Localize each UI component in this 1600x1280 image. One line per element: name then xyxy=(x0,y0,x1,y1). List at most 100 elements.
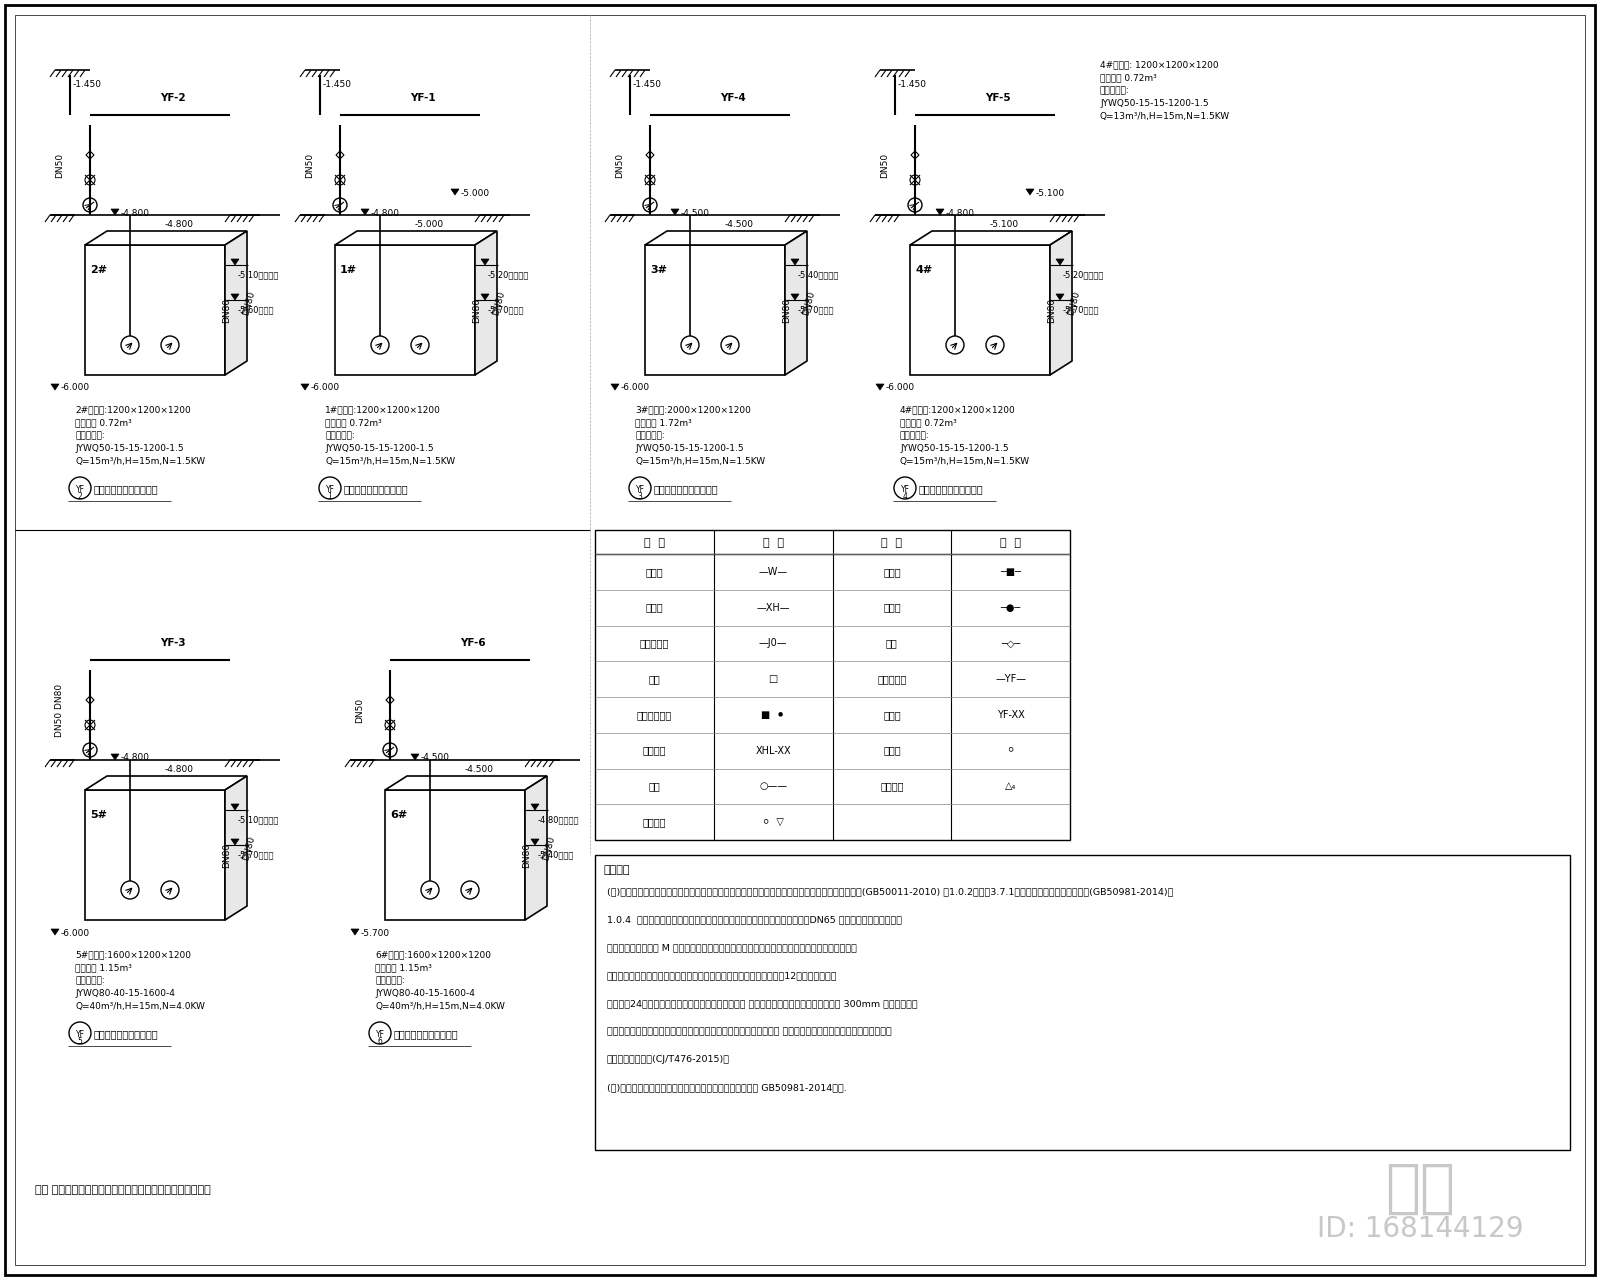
Text: JYWQ80-40-15-1600-4: JYWQ80-40-15-1600-4 xyxy=(374,989,475,998)
Polygon shape xyxy=(110,209,118,215)
Text: 1#集水坑:1200×1200×1200: 1#集水坑:1200×1200×1200 xyxy=(325,404,442,413)
Text: DN80: DN80 xyxy=(242,835,256,861)
Text: DN80: DN80 xyxy=(802,289,816,316)
Text: 自动提升泵:: 自动提升泵: xyxy=(75,975,104,986)
Text: DN80: DN80 xyxy=(491,289,507,316)
Text: YF-2: YF-2 xyxy=(160,93,186,102)
Text: 压力废水排水系统透视图: 压力废水排水系统透视图 xyxy=(94,1029,158,1039)
Text: 6#: 6# xyxy=(390,810,408,820)
Text: 有效容积 0.72m³: 有效容积 0.72m³ xyxy=(899,419,957,428)
Text: 压力表: 压力表 xyxy=(883,746,901,755)
Text: ─●─: ─●─ xyxy=(1000,603,1021,613)
Text: 6#集水坑:1600×1200×1200: 6#集水坑:1600×1200×1200 xyxy=(374,950,491,959)
Polygon shape xyxy=(1050,230,1072,375)
Text: -4.800: -4.800 xyxy=(371,209,400,218)
Text: -4.800: -4.800 xyxy=(946,209,974,218)
Text: DN80: DN80 xyxy=(1067,289,1082,316)
Text: -5.000: -5.000 xyxy=(461,188,490,197)
Text: 业公司设备选型部门分预；建设单位的设备选型应将指标进行招标大小12米，消防机展工: 业公司设备选型部门分预；建设单位的设备选型应将指标进行招标大小12米，消防机展工 xyxy=(606,972,837,980)
Text: -5.70泵坑底: -5.70泵坑底 xyxy=(1062,305,1099,314)
Polygon shape xyxy=(451,189,459,195)
Text: DN80: DN80 xyxy=(782,297,792,323)
Text: —YF—: —YF— xyxy=(995,675,1026,684)
Bar xyxy=(334,244,475,375)
Text: -6.000: -6.000 xyxy=(886,384,915,393)
Text: 5#: 5# xyxy=(90,810,107,820)
Text: YF-4: YF-4 xyxy=(720,93,746,102)
Text: 自动提升泵:: 自动提升泵: xyxy=(635,431,664,440)
Text: 消火支管: 消火支管 xyxy=(643,746,666,755)
Text: 4: 4 xyxy=(902,492,907,500)
Text: 压力废水排水系统透视图: 压力废水排水系统透视图 xyxy=(654,484,718,494)
Polygon shape xyxy=(51,929,59,934)
Text: -4.800: -4.800 xyxy=(165,765,194,774)
Text: -6.000: -6.000 xyxy=(621,384,650,393)
Text: JYWQ50-15-15-1200-1.5: JYWQ50-15-15-1200-1.5 xyxy=(899,444,1008,453)
Text: 阀阀: 阀阀 xyxy=(648,675,661,684)
Text: 支持接渔节点件》(CJ/T476-2015)。: 支持接渔节点件》(CJ/T476-2015)。 xyxy=(606,1055,730,1064)
Text: -4.500: -4.500 xyxy=(725,220,754,229)
Text: DN80: DN80 xyxy=(222,297,232,323)
Text: -5.10集水坑底: -5.10集水坑底 xyxy=(238,815,280,824)
Text: 有效容积 1.15m³: 有效容积 1.15m³ xyxy=(75,963,131,972)
Text: YF: YF xyxy=(376,1030,384,1039)
Text: 5: 5 xyxy=(77,1037,83,1046)
Polygon shape xyxy=(525,776,547,920)
Text: —W—: —W— xyxy=(758,567,787,577)
Text: 2: 2 xyxy=(78,492,82,500)
Text: 有效容积 0.72m³: 有效容积 0.72m³ xyxy=(1101,73,1157,82)
Text: JYWQ80-40-15-1600-4: JYWQ80-40-15-1600-4 xyxy=(75,989,174,998)
Text: Q=15m³/h,H=15m,N=1.5KW: Q=15m³/h,H=15m,N=1.5KW xyxy=(899,457,1030,466)
Polygon shape xyxy=(786,230,806,375)
Text: 单备用消火栋: 单备用消火栋 xyxy=(637,710,672,719)
Text: YF-6: YF-6 xyxy=(461,637,486,648)
Polygon shape xyxy=(1056,294,1064,300)
Text: YF-1: YF-1 xyxy=(410,93,435,102)
Text: 自动提升泵:: 自动提升泵: xyxy=(75,431,104,440)
Text: ⚪: ⚪ xyxy=(1006,746,1014,755)
Text: 4#集水坑:1200×1200×1200: 4#集水坑:1200×1200×1200 xyxy=(899,404,1016,413)
Polygon shape xyxy=(670,209,678,215)
Bar xyxy=(595,530,1070,840)
Text: -5.20集水坑底: -5.20集水坑底 xyxy=(1062,270,1104,279)
Polygon shape xyxy=(531,804,539,810)
Text: Q=13m³/h,H=15m,N=1.5KW: Q=13m³/h,H=15m,N=1.5KW xyxy=(1101,111,1230,122)
Polygon shape xyxy=(877,384,883,390)
Text: DN50: DN50 xyxy=(355,698,365,723)
Text: △₄: △₄ xyxy=(1005,781,1016,791)
Text: 自动提升泵:: 自动提升泵: xyxy=(1101,86,1130,95)
Polygon shape xyxy=(531,838,539,845)
Text: 进行行事的拆分；根据场地实际情况在尕边处设计进出场地水封闭， 所有产品均应满足《建筑机电工程抗震拆安: 进行行事的拆分；根据场地实际情况在尕边处设计进出场地水封闭， 所有产品均应满足《… xyxy=(606,1027,891,1036)
Text: 压力废水排水系统透视图: 压力废水排水系统透视图 xyxy=(918,484,984,494)
Text: -4.800: -4.800 xyxy=(165,220,194,229)
Text: JYWQ50-15-15-1200-1.5: JYWQ50-15-15-1200-1.5 xyxy=(75,444,184,453)
Text: JYWQ50-15-15-1200-1.5: JYWQ50-15-15-1200-1.5 xyxy=(325,444,434,453)
Text: Q=15m³/h,H=15m,N=1.5KW: Q=15m³/h,H=15m,N=1.5KW xyxy=(75,457,205,466)
Text: YF: YF xyxy=(635,485,645,494)
Polygon shape xyxy=(936,209,944,215)
Text: DN80: DN80 xyxy=(242,289,256,316)
Polygon shape xyxy=(230,259,238,265)
Text: -5.60泵坑底: -5.60泵坑底 xyxy=(238,305,275,314)
Text: 2#: 2# xyxy=(90,265,107,275)
Text: 2#集水坑:1200×1200×1200: 2#集水坑:1200×1200×1200 xyxy=(75,404,190,413)
Text: 自动提升泵:: 自动提升泵: xyxy=(899,431,930,440)
Text: 4#集水坑: 1200×1200×1200: 4#集水坑: 1200×1200×1200 xyxy=(1101,60,1219,69)
Text: 4#: 4# xyxy=(915,265,933,275)
Text: DN50: DN50 xyxy=(306,152,315,178)
Polygon shape xyxy=(482,259,490,265)
Polygon shape xyxy=(334,230,498,244)
Text: -5.000: -5.000 xyxy=(414,220,445,229)
Text: 人防给水管: 人防给水管 xyxy=(640,639,669,649)
Bar xyxy=(595,855,1570,1149)
Polygon shape xyxy=(226,230,246,375)
Text: -5.100: -5.100 xyxy=(1037,188,1066,197)
Text: -5.70泵坑底: -5.70泵坑底 xyxy=(238,850,275,859)
Text: ─■─: ─■─ xyxy=(1000,567,1021,577)
Bar xyxy=(910,244,1050,375)
Text: 止回阆: 止回阆 xyxy=(883,567,901,577)
Text: 6: 6 xyxy=(378,1037,382,1046)
Polygon shape xyxy=(230,294,238,300)
Text: 预先挊备产下水管道 M 形式，内径大小，主管、支管管件均要可靠的钢筒形式，其他参数请找专: 预先挊备产下水管道 M 形式，内径大小，主管、支管管件均要可靠的钢筒形式，其他参… xyxy=(606,943,858,952)
Text: DN50: DN50 xyxy=(616,152,624,178)
